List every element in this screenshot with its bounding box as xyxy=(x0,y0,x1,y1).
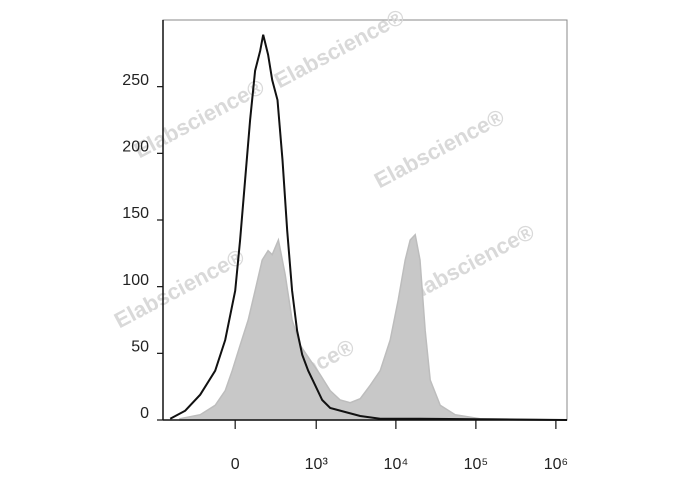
plot-frame xyxy=(162,19,568,421)
x-tick-label: 10⁴ xyxy=(384,456,409,473)
y-tick-label: 200 xyxy=(122,139,149,156)
x-tick-label: 10³ xyxy=(305,456,329,473)
y-tick-label: 250 xyxy=(122,72,149,89)
y-tick-label: 150 xyxy=(122,205,149,222)
y-tick-label: 50 xyxy=(131,339,149,356)
x-tick-label: 10⁶ xyxy=(544,456,568,473)
watermark: Elabscience® xyxy=(270,4,408,93)
x-tick-label: 10⁵ xyxy=(464,456,488,473)
line xyxy=(169,34,568,421)
y-tick-label: 0 xyxy=(140,405,149,422)
watermark: Elabscience® xyxy=(370,104,508,193)
y-tick-label: 100 xyxy=(122,272,149,289)
x-tick-label: 0 xyxy=(231,456,240,473)
area xyxy=(179,233,568,421)
